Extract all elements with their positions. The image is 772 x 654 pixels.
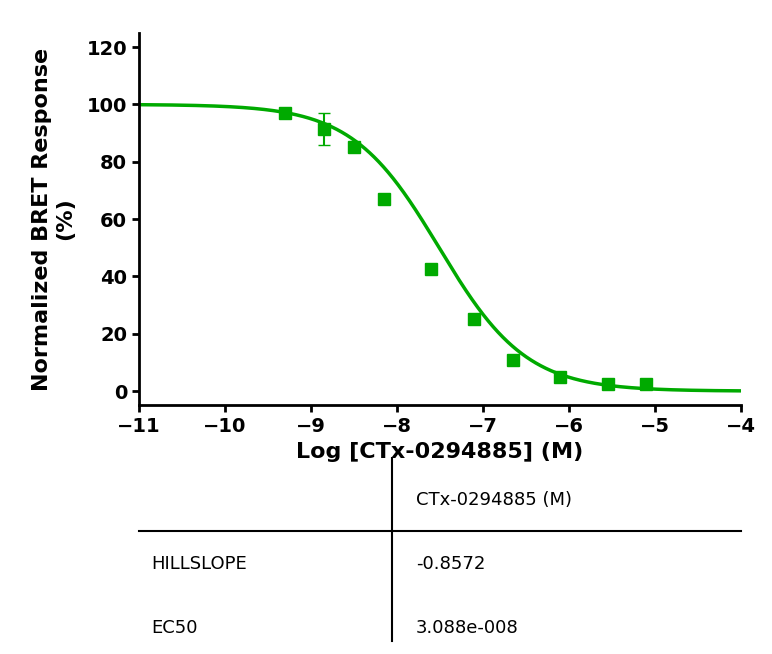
Text: 3.088e-008: 3.088e-008 xyxy=(416,619,519,637)
Y-axis label: Normalized BRET Response
(%): Normalized BRET Response (%) xyxy=(32,48,76,390)
X-axis label: Log [CTx-0294885] (M): Log [CTx-0294885] (M) xyxy=(296,442,584,462)
Text: HILLSLOPE: HILLSLOPE xyxy=(151,555,247,573)
Text: EC50: EC50 xyxy=(151,619,198,637)
Text: -0.8572: -0.8572 xyxy=(416,555,486,573)
Text: CTx-0294885 (M): CTx-0294885 (M) xyxy=(416,490,572,509)
